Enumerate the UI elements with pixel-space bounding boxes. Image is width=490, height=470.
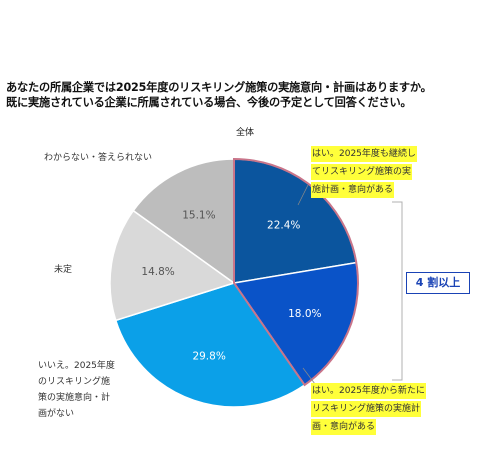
label-dont-know: わからない・答えられない xyxy=(44,150,152,166)
chart-title: 全体 xyxy=(235,128,254,138)
label-no-line-4: 画がない xyxy=(38,409,75,419)
highlight-outline xyxy=(233,157,359,387)
label-undecided-line-1: 未定 xyxy=(54,265,73,275)
label-yes-continue: はい。2025年度も継続し てリスキリング施策の実 施計画・意向がある xyxy=(311,146,417,200)
slice-value-dont-know: 15.1% xyxy=(182,210,215,222)
label-dont-know-line-1: わからない・答えられない xyxy=(44,153,153,163)
question-line-2: 既に実施されている企業に所属されている場合、今後の予定として回答ください。 xyxy=(6,96,412,109)
label-no-line-3: 策の実施意向・計 xyxy=(38,393,111,403)
question-text: あなたの所属企業では2025年度のリスキリング施策の実施意向・計画はありますか。… xyxy=(6,80,490,110)
label-yes-continue-line-1: はい。2025年度も継続し xyxy=(311,146,417,162)
label-yes-new: はい。2025年度から新たに リスキリング施策の実施計 画・意向がある xyxy=(311,383,426,437)
slice-value-yes-new: 18.0% xyxy=(288,308,321,320)
label-no: いいえ。2025年度 のリスキリング施 策の実施意向・計 画がない xyxy=(38,358,115,422)
label-undecided: 未定 xyxy=(54,262,72,278)
callout-box: 4 割以上 xyxy=(406,272,470,294)
label-yes-new-line-1: はい。2025年度から新たに xyxy=(311,383,426,399)
question-line-1: あなたの所属企業では2025年度のリスキリング施策の実施意向・計画はありますか。 xyxy=(6,81,432,94)
pie-slice-no xyxy=(114,282,306,408)
label-yes-continue-line-2: てリスキリング施策の実 xyxy=(311,164,413,180)
pie-slice-dont-know xyxy=(132,158,235,285)
label-yes-new-line-3: 画・意向がある xyxy=(311,419,377,435)
leader-line-yes-continue xyxy=(297,184,309,206)
slice-value-yes-continue: 22.4% xyxy=(267,219,300,231)
bracket-line xyxy=(392,201,403,381)
label-yes-new-line-2: リスキリング施策の実施計 xyxy=(311,401,422,417)
pie-slice-undecided xyxy=(109,209,236,322)
label-yes-continue-line-3: 施計画・意向がある xyxy=(311,182,395,198)
label-no-line-2: のリスキリング施 xyxy=(38,377,111,387)
slice-value-undecided: 14.8% xyxy=(141,266,174,278)
slice-value-no: 29.8% xyxy=(192,351,225,363)
label-no-line-1: いいえ。2025年度 xyxy=(38,361,115,371)
